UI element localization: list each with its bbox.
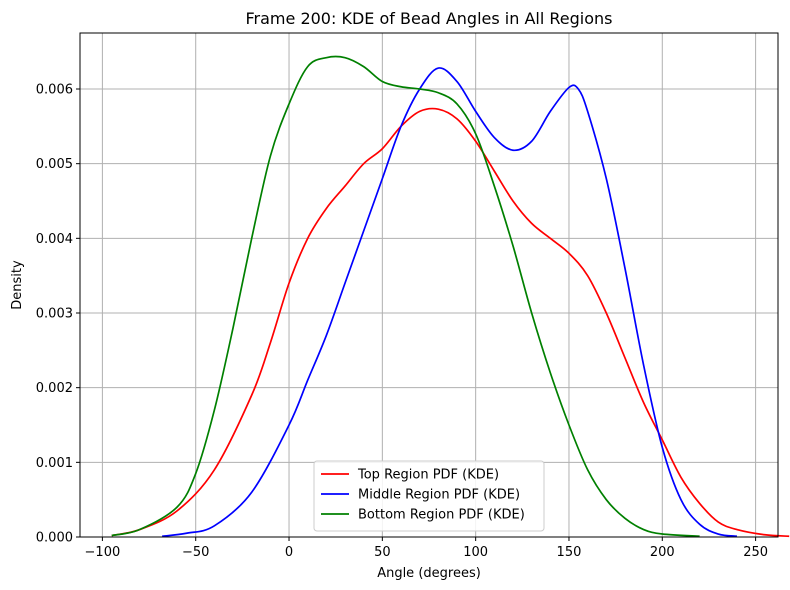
plot-frame [79,32,779,538]
y-axis: 0.000 0.001 0.002 0.003 0.004 0.005 0.006 [36,83,80,546]
x-tick-label: 50 [374,545,391,560]
x-tick-label: 0 [285,545,293,560]
y-tick-label: 0.001 [36,456,73,471]
x-tick-label: 150 [557,545,582,560]
x-tick-label: 250 [743,545,768,560]
series-line-bottom [111,55,700,538]
legend-label-bottom: Bottom Region PDF (KDE) [358,508,525,523]
x-axis-label: Angle (degrees) [377,566,481,581]
legend-label-middle: Middle Region PDF (KDE) [358,488,520,503]
chart-title: Frame 200: KDE of Bead Angles in All Reg… [246,9,613,28]
y-tick-label: 0.002 [36,381,73,396]
x-tick-label: 200 [650,545,675,560]
series-layer [111,55,790,538]
grid [80,33,778,538]
legend-label-top: Top Region PDF (KDE) [357,468,499,483]
x-tick-label: 100 [463,545,488,560]
legend-box [313,460,545,532]
y-axis-label: Density [10,260,25,310]
x-tick-label: −100 [85,545,121,560]
series-line-middle [162,67,738,538]
y-tick-label: 0.005 [36,157,73,172]
y-tick-label: 0.003 [36,307,73,322]
series-line-top [111,107,790,538]
legend: Top Region PDF (KDE) Middle Region PDF (K… [313,460,545,532]
y-tick-label: 0.004 [36,232,73,247]
x-tick-label: −50 [182,545,209,560]
x-axis: −100 −50 0 50 100 150 200 250 [85,537,768,560]
y-tick-label: 0.006 [36,83,73,98]
y-tick-label: 0.000 [36,531,73,546]
